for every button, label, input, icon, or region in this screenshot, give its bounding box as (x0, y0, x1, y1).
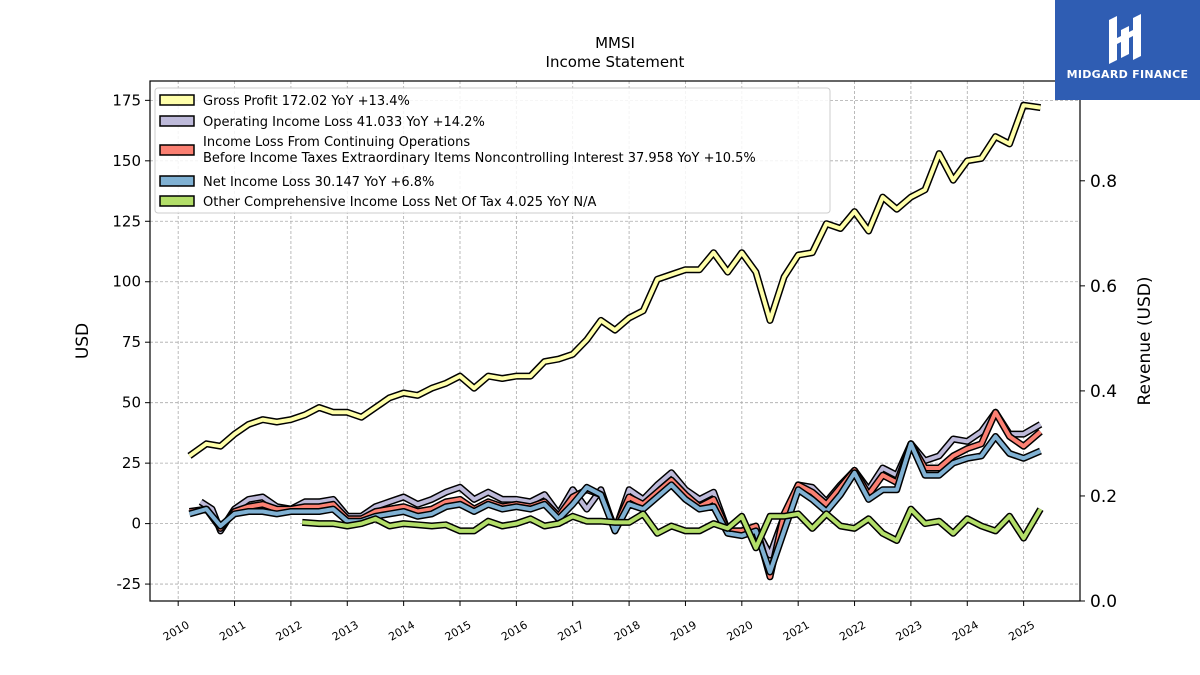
y2-tick-label: 0.6 (1090, 277, 1117, 297)
legend-label-2: Income Loss From Continuing Operations (203, 135, 470, 150)
x-tick-label: 2020 (725, 618, 756, 643)
x-tick-label: 2014 (386, 618, 417, 643)
y-tick-label: 75 (122, 333, 141, 351)
legend-swatch-1 (159, 115, 195, 127)
series-line-0 (188, 103, 1041, 458)
series-outline-1 (198, 408, 1043, 559)
legend-swatch-2 (159, 144, 195, 156)
series-line-4 (302, 507, 1043, 550)
y2-tick-label: 0.2 (1090, 487, 1117, 507)
legend-label-0: Gross Profit 172.02 YoY +13.4% (203, 94, 410, 109)
y-axis-ticks: -25 0 25 50 75 100 125 150 175 (112, 91, 150, 593)
series-line-3 (188, 434, 1042, 574)
x-tick-label: 2018 (612, 618, 643, 643)
y-tick-label: 150 (112, 152, 141, 170)
midgard-finance-logo: MIDGARD FINANCE (1055, 0, 1200, 100)
y-tick-label: 125 (112, 212, 141, 230)
legend-label-4: Other Comprehensive Income Loss Net Of T… (203, 195, 597, 210)
x-axis-ticks: 2010 2011 2012 2013 2014 2015 2016 2017 2018 2019… (161, 601, 1037, 644)
legend-swatch-4 (159, 195, 195, 207)
x-tick-label: 2011 (217, 618, 248, 643)
x-tick-label: 2022 (837, 618, 868, 643)
y-tick-label: 175 (112, 91, 141, 109)
legend-label-2: Before Income Taxes Extraordinary Items … (203, 151, 756, 166)
x-tick-label: 2025 (1006, 618, 1037, 643)
y-tick-label: 25 (122, 454, 141, 472)
x-tick-label: 2021 (781, 618, 812, 643)
y-tick-label: 100 (112, 273, 141, 291)
y-axis-label: USD (73, 323, 93, 359)
legend-box (154, 87, 831, 214)
x-tick-label: 2015 (443, 618, 474, 643)
x-tick-label: 2016 (499, 618, 530, 643)
logo-mark-icon (1109, 14, 1141, 64)
x-tick-label: 2013 (330, 618, 361, 643)
x-tick-label: 2012 (274, 618, 305, 643)
x-tick-label: 2024 (950, 618, 981, 643)
series-line-1 (199, 410, 1042, 557)
legend: Gross Profit 172.02 YoY +13.4% Operating … (154, 87, 831, 214)
plot-frame (149, 80, 1081, 602)
legend-swatch-3 (159, 175, 195, 187)
series-lines (187, 101, 1044, 581)
y2-axis-label: Revenue (USD) (1135, 276, 1155, 405)
x-tick-label: 2019 (668, 618, 699, 643)
chart-title: MMSI (595, 34, 635, 52)
y2-axis-ticks: 0.0 0.2 0.4 0.6 0.8 (1080, 172, 1117, 612)
y-tick-label: -25 (117, 575, 142, 593)
legend-swatch-0 (159, 94, 195, 106)
series-outline-2 (189, 408, 1043, 581)
y2-tick-label: 0.0 (1090, 592, 1117, 612)
x-tick-label: 2010 (161, 618, 192, 643)
logo-text: MIDGARD FINANCE (1066, 68, 1189, 81)
chart-subtitle: Income Statement (546, 53, 685, 71)
y2-tick-label: 0.4 (1090, 382, 1117, 402)
legend-label-3: Net Income Loss 30.147 YoY +6.8% (203, 175, 434, 190)
x-tick-label: 2017 (555, 618, 586, 643)
x-tick-label: 2023 (894, 618, 925, 643)
y-tick-label: 50 (122, 394, 141, 412)
legend-label-1: Operating Income Loss 41.033 YoY +14.2% (203, 115, 485, 130)
series-line-2 (189, 410, 1042, 579)
y2-tick-label: 0.8 (1090, 172, 1117, 192)
y-tick-label: 0 (131, 515, 141, 533)
